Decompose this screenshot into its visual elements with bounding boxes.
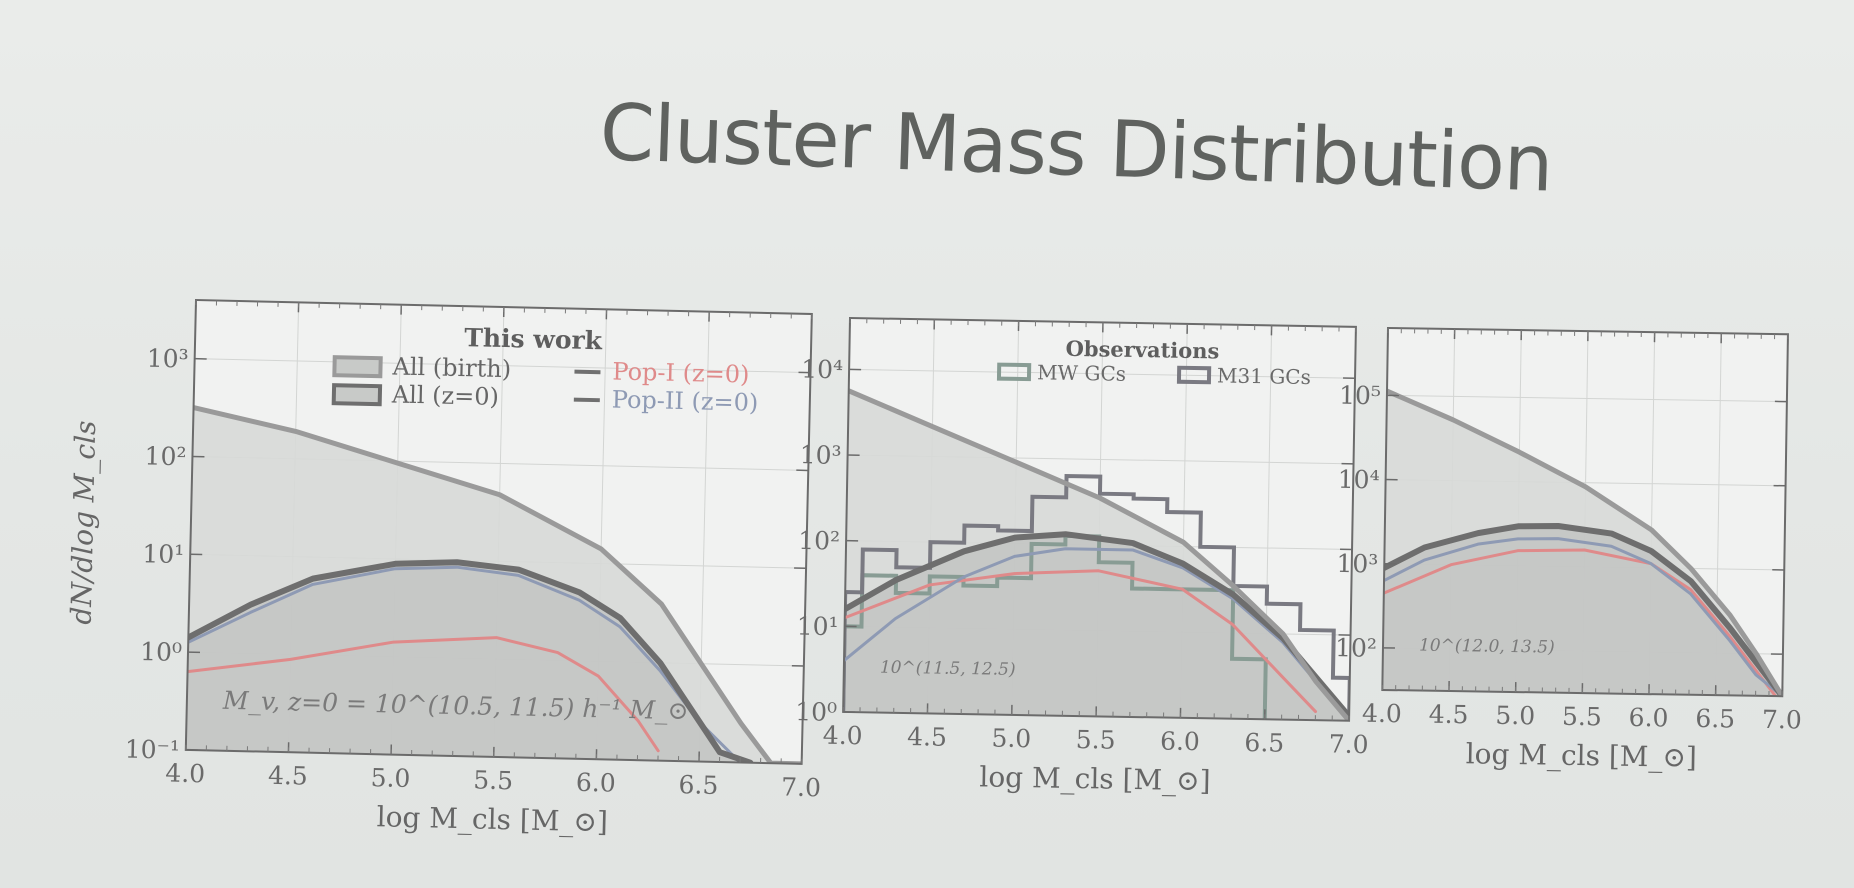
x-axis-label: log M_cls [M_⊙] bbox=[376, 800, 608, 838]
series-line-pop-i-z-0 bbox=[186, 636, 660, 753]
legend-title: Observations bbox=[1065, 336, 1219, 364]
legend-item-all-birth: All (birth) bbox=[391, 352, 511, 383]
annotation-label: 10^(12.0, 13.5) bbox=[1419, 636, 1555, 658]
x-tick-label: 4.5 bbox=[907, 722, 947, 752]
x-tick-label: 4.5 bbox=[268, 761, 308, 791]
series-line-pop-ii-z-0 bbox=[186, 565, 742, 764]
legend-swatch bbox=[1176, 365, 1212, 385]
x-tick-label: 4.0 bbox=[823, 721, 863, 751]
x-tick-label: 4.0 bbox=[1362, 699, 1402, 729]
x-axis-label: log M_cls [M_⊙] bbox=[979, 760, 1211, 797]
x-tick-label: 6.0 bbox=[1628, 703, 1668, 733]
y-tick-label: 10² bbox=[1335, 633, 1377, 663]
x-tick-label: 5.5 bbox=[1562, 702, 1602, 732]
y-tick-label: 10⁴ bbox=[801, 355, 843, 385]
x-tick-label: 6.5 bbox=[678, 770, 718, 800]
x-tick-label: 5.5 bbox=[1076, 725, 1116, 755]
plot-content bbox=[185, 300, 812, 764]
grid-line-y bbox=[849, 368, 1356, 379]
x-tick-label: 7.0 bbox=[781, 772, 821, 802]
series-line-pop-ii-z-0 bbox=[1382, 537, 1784, 697]
y-tick-label: 10⁵ bbox=[1339, 381, 1381, 411]
legend-item-pop-ii-z-0: Pop-II (z=0) bbox=[612, 385, 759, 416]
y-tick-label: 10¹ bbox=[142, 539, 184, 569]
y-tick-label: 10⁰ bbox=[795, 697, 837, 727]
legend-item-mw-gcs: MW GCs bbox=[1037, 360, 1126, 386]
x-tick-label: 5.0 bbox=[991, 724, 1031, 754]
y-tick-label: 10¹ bbox=[797, 611, 839, 641]
legend-swatch bbox=[332, 355, 383, 379]
series-line-all-birth bbox=[191, 405, 805, 764]
panel-2: 4.0 4.5 5.0 5.5 6.0 6.5 7.0 10⁰ 10¹ 10² 10³ 10⁴ log … bbox=[795, 316, 1369, 797]
legend-item-m31-gcs: M31 GCs bbox=[1217, 363, 1311, 389]
plot-content bbox=[1382, 328, 1788, 697]
y-tick-label: 10⁰ bbox=[140, 637, 182, 667]
x-tick-label: 4.0 bbox=[165, 758, 205, 788]
series-line-pop-i-z-0 bbox=[843, 569, 1318, 714]
series-line-all-birth bbox=[1384, 388, 1785, 697]
y-tick-label: 10² bbox=[144, 441, 186, 471]
grid-line-y bbox=[194, 358, 811, 374]
x-tick-label: 6.0 bbox=[576, 768, 616, 798]
legend-title: This work bbox=[464, 323, 603, 355]
legend-swatch bbox=[573, 397, 600, 403]
legend-swatch bbox=[996, 362, 1032, 382]
legend-item-pop-i-z-0: Pop-I (z=0) bbox=[612, 357, 750, 388]
x-tick-label: 6.5 bbox=[1695, 704, 1735, 734]
y-tick-label: 10³ bbox=[800, 440, 842, 470]
histogram-m31-gcs bbox=[843, 473, 1352, 721]
series-line-all-z-0 bbox=[185, 559, 754, 764]
x-axis-label: log M_cls [M_⊙] bbox=[1465, 737, 1697, 774]
panel-1: 4.0 4.5 5.0 5.5 6.0 6.5 7.0 10⁻¹ 10⁰ 10¹ 10² 10³ log… bbox=[65, 298, 821, 838]
y-tick-label: 10³ bbox=[146, 344, 188, 374]
x-tick-label: 5.0 bbox=[370, 763, 410, 793]
legend-swatch bbox=[331, 383, 383, 407]
panel-3: 4.0 4.5 5.0 5.5 6.0 6.5 7.0 10² 10³ 10⁴ 10⁵ log M_c… bbox=[1335, 326, 1802, 774]
annotation-label: 10^(11.5, 12.5) bbox=[880, 658, 1016, 680]
x-tick-label: 6.5 bbox=[1244, 728, 1284, 758]
series-area-all-z-0 bbox=[1382, 525, 1783, 697]
x-tick-label: 7.0 bbox=[1329, 729, 1369, 759]
y-tick-label: 10³ bbox=[1336, 549, 1378, 579]
y-axis-label: dN/dlog M_cls bbox=[65, 420, 103, 625]
series-line-all-birth bbox=[846, 388, 1352, 721]
legend-swatch bbox=[574, 369, 601, 375]
grid-line-y bbox=[1386, 394, 1787, 403]
y-tick-label: 10² bbox=[798, 526, 840, 556]
x-tick-label: 4.5 bbox=[1428, 700, 1468, 730]
y-tick-label: 10⁻¹ bbox=[124, 735, 180, 765]
series-line-all-z-0 bbox=[1382, 522, 1786, 697]
x-tick-label: 6.0 bbox=[1160, 726, 1200, 756]
x-tick-label: 5.5 bbox=[473, 765, 513, 795]
legend-item-all-z-0: All (z=0) bbox=[391, 380, 500, 410]
x-tick-label: 5.0 bbox=[1495, 701, 1535, 731]
y-tick-label: 10⁴ bbox=[1338, 465, 1380, 495]
x-tick-label: 7.0 bbox=[1762, 705, 1802, 735]
plot-content bbox=[843, 318, 1356, 721]
